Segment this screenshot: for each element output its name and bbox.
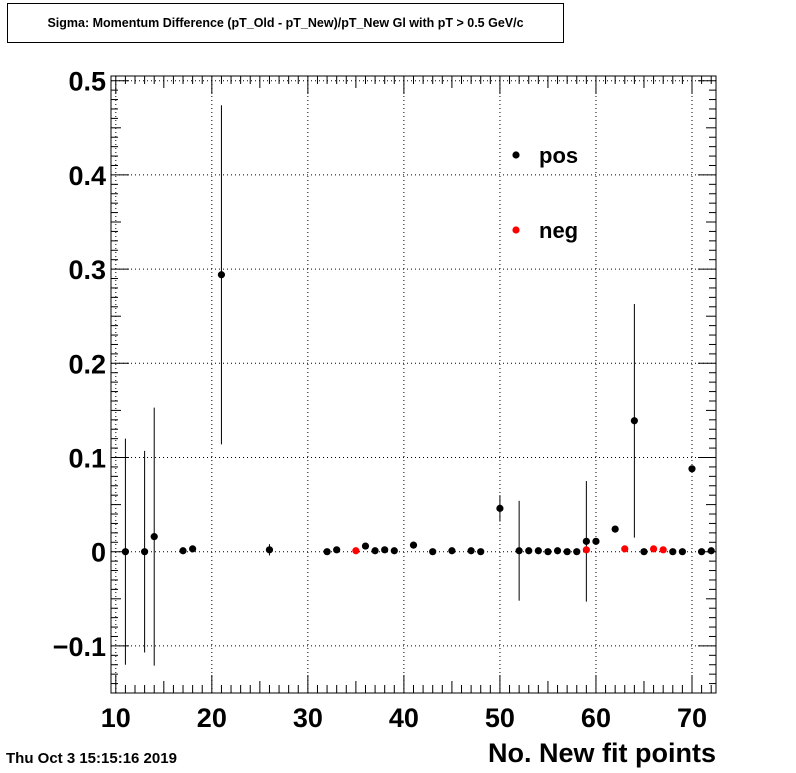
data-point-pos bbox=[265, 546, 274, 554]
data-point-pos bbox=[525, 547, 533, 555]
legend-marker-neg bbox=[512, 226, 520, 234]
x-tick-label: 40 bbox=[389, 703, 419, 733]
x-tick-label: 10 bbox=[101, 703, 131, 733]
data-point-pos bbox=[361, 542, 370, 550]
data-point-pos bbox=[217, 271, 226, 279]
y-tick-label: 0.1 bbox=[68, 444, 106, 474]
x-tick-label: 70 bbox=[677, 703, 707, 733]
data-point-pos bbox=[179, 547, 187, 555]
y-tick-label: 0.5 bbox=[68, 67, 106, 97]
data-point-pos bbox=[563, 548, 571, 556]
data-point-pos bbox=[640, 548, 648, 556]
data-point-pos bbox=[323, 548, 331, 556]
y-tick-label: 0 bbox=[91, 538, 106, 568]
grid-lines bbox=[111, 76, 716, 693]
data-point-pos bbox=[669, 548, 677, 556]
data-point-pos bbox=[477, 548, 485, 556]
data-point-neg bbox=[649, 545, 658, 553]
legend-marker-pos bbox=[512, 151, 520, 159]
datestamp: Thu Oct 3 15:15:16 2019 bbox=[6, 750, 177, 767]
data-point-pos bbox=[592, 537, 600, 545]
data-point-pos bbox=[333, 546, 341, 554]
data-point-pos bbox=[697, 548, 706, 556]
y-tick-label: 0.2 bbox=[68, 349, 106, 379]
data-point-pos bbox=[390, 547, 398, 555]
data-point-pos bbox=[189, 545, 197, 553]
data-point-pos bbox=[141, 548, 149, 556]
x-tick-label: 60 bbox=[581, 703, 611, 733]
axis-ticks bbox=[111, 76, 716, 694]
data-point-pos bbox=[409, 541, 418, 549]
chart-title: Sigma: Momentum Difference (pT_Old - pT_… bbox=[7, 3, 564, 43]
x-axis-title: No. New fit points bbox=[488, 738, 716, 768]
data-point-pos bbox=[688, 465, 696, 473]
data-point-pos bbox=[573, 548, 581, 556]
data-point-neg bbox=[659, 546, 667, 554]
data-point-pos bbox=[630, 417, 638, 425]
x-tick-label: 20 bbox=[197, 703, 227, 733]
data-point-pos bbox=[381, 546, 389, 554]
data-point-pos bbox=[515, 547, 523, 555]
y-tick-label: 0.3 bbox=[68, 255, 106, 285]
error-bars bbox=[124, 105, 635, 666]
data-point-neg bbox=[352, 547, 360, 555]
data-point-neg bbox=[621, 545, 629, 553]
legend-label-neg: neg bbox=[539, 218, 578, 243]
x-tick-label: 30 bbox=[293, 703, 323, 733]
data-point-pos bbox=[582, 537, 590, 545]
y-tick-label: −0.1 bbox=[53, 632, 106, 662]
data-point-pos bbox=[678, 548, 686, 556]
data-point-pos bbox=[707, 547, 715, 555]
legend: pos neg bbox=[512, 143, 578, 243]
data-point-pos bbox=[544, 548, 552, 556]
data-points bbox=[121, 271, 715, 556]
data-point-neg bbox=[582, 546, 590, 554]
data-point-pos bbox=[496, 504, 504, 512]
y-tick-label: 0.4 bbox=[68, 161, 106, 191]
legend-label-pos: pos bbox=[539, 143, 578, 168]
plot-frame bbox=[110, 75, 717, 694]
data-point-pos bbox=[553, 547, 562, 555]
data-point-pos bbox=[448, 547, 456, 555]
x-tick-label: 50 bbox=[485, 703, 515, 733]
data-point-pos bbox=[121, 548, 130, 556]
data-point-pos bbox=[611, 525, 619, 533]
data-point-pos bbox=[150, 533, 158, 541]
tick-labels: 10 20 30 40 50 60 70 −0.1 0 0.1 0.2 0.3 0.4 0.5 bbox=[53, 67, 707, 733]
data-point-pos bbox=[534, 547, 542, 555]
data-point-pos bbox=[467, 547, 475, 555]
data-point-pos bbox=[429, 548, 437, 556]
data-point-pos bbox=[371, 547, 379, 555]
